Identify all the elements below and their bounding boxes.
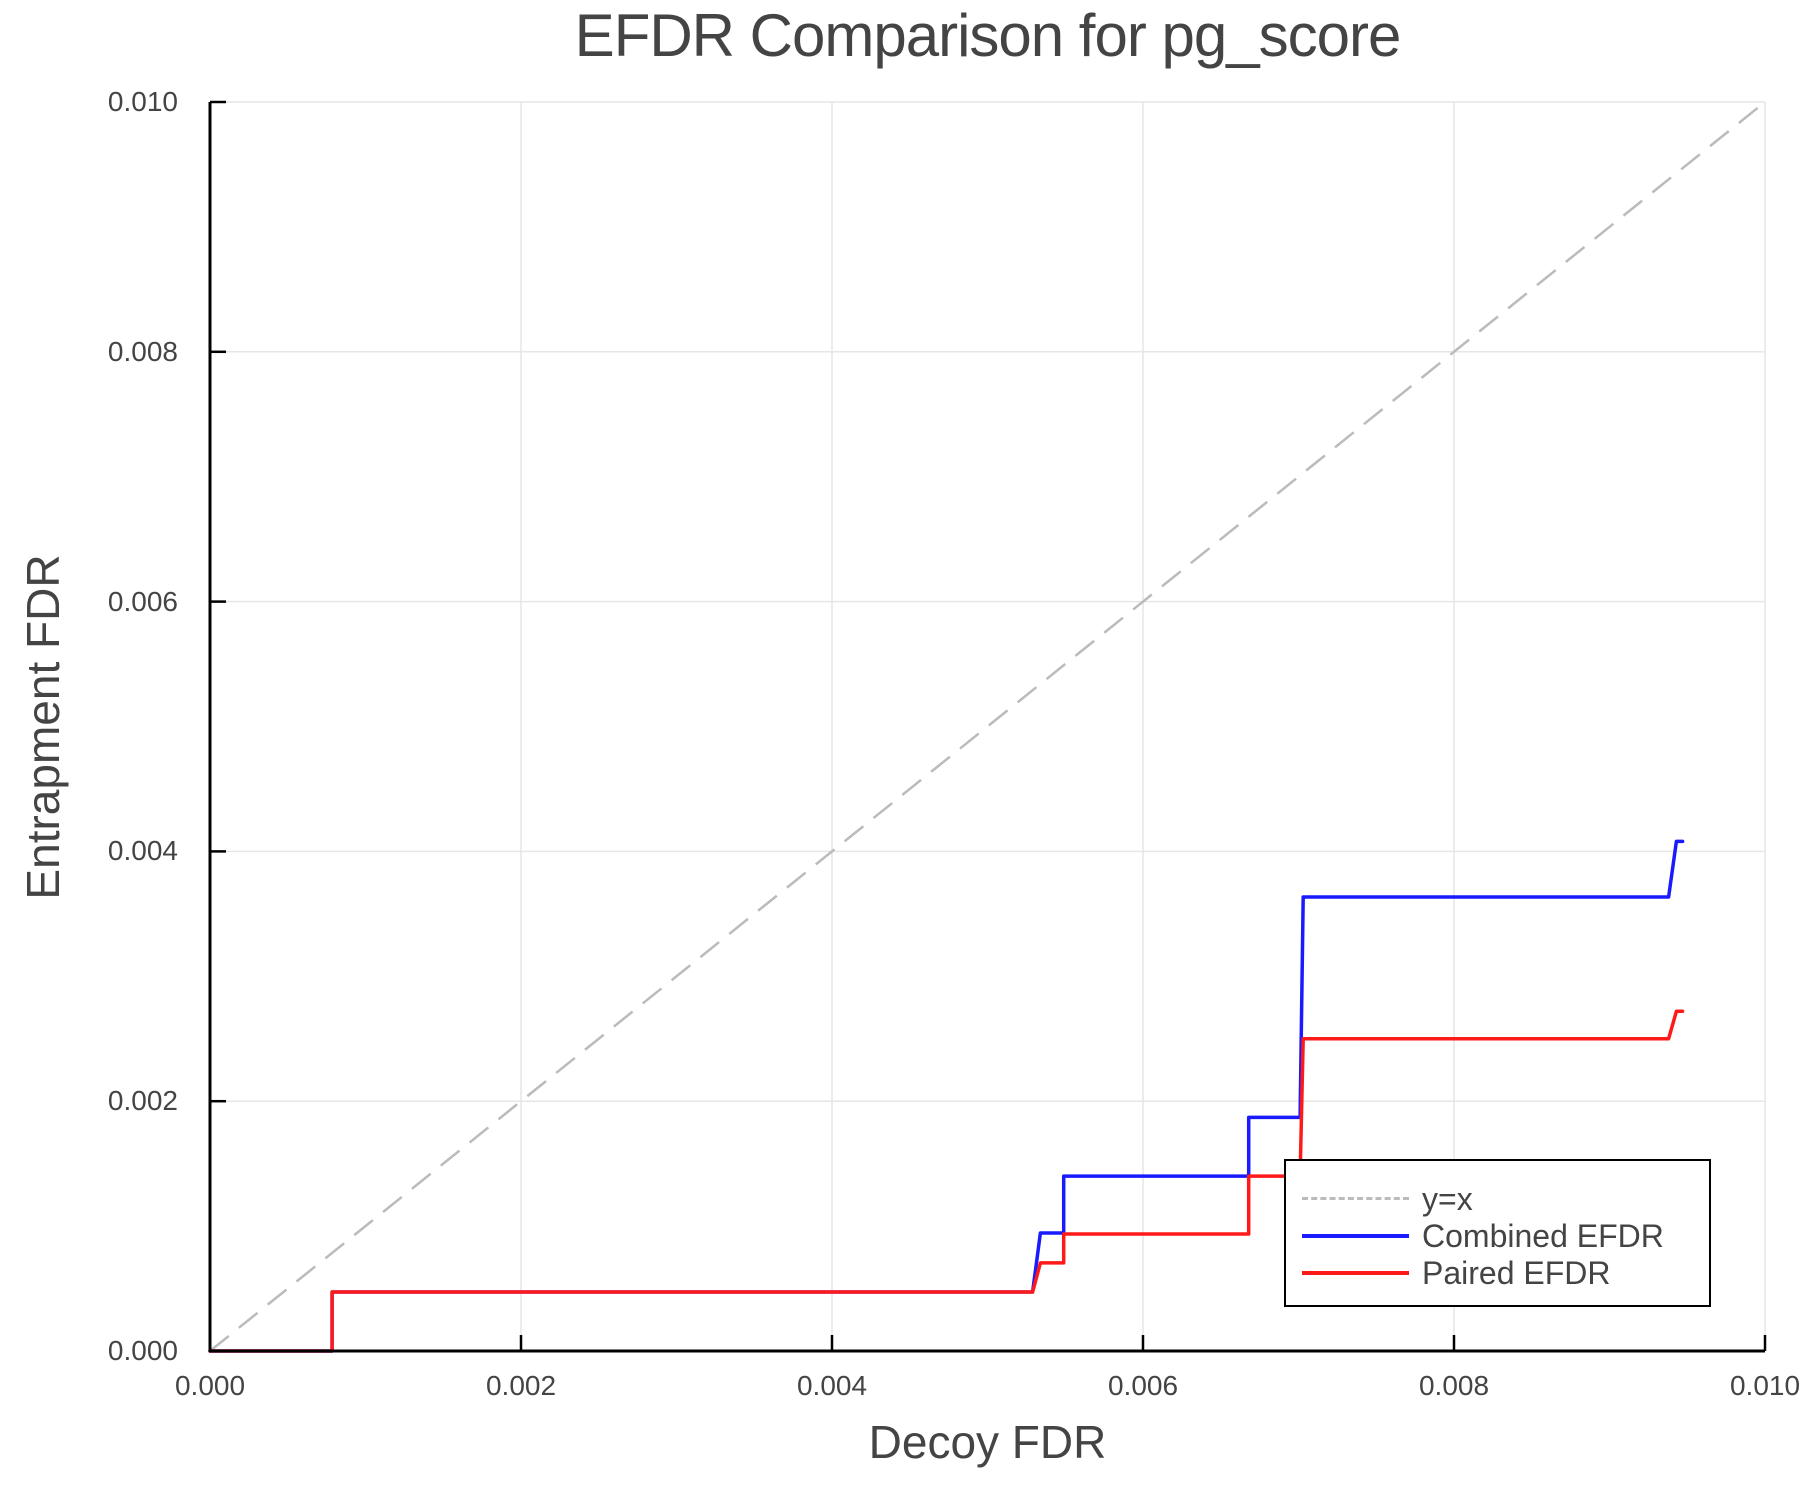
red-line-swatch-icon [1302, 1271, 1409, 1275]
x-tick-label: 0.010 [1729, 1370, 1800, 1401]
y-tick-label: 0.010 [107, 86, 178, 117]
gridlines [209, 101, 1766, 1352]
x-tick-label: 0.004 [796, 1370, 868, 1401]
legend-item-paired-efdr: Paired EFDR [1286, 1254, 1709, 1292]
x-axis-label: Decoy FDR [868, 1416, 1107, 1468]
x-tick-label: 0.002 [485, 1370, 557, 1401]
legend-item-combined-efdr: Combined EFDR [1286, 1217, 1709, 1255]
y-tick-label: 0.004 [107, 835, 178, 866]
legend-label: y=x [1422, 1181, 1473, 1217]
x-tick-label: 0.008 [1418, 1370, 1490, 1401]
legend-label: Combined EFDR [1422, 1218, 1664, 1254]
y-tick-label: 0.002 [107, 1085, 178, 1116]
axes [208, 100, 1767, 1353]
legend-item-y-equals-x: y=x [1286, 1180, 1709, 1218]
y-axis-label: Entrapment FDR [17, 554, 69, 900]
legend-label: Paired EFDR [1422, 1255, 1611, 1291]
x-tick-label: 0.006 [1107, 1370, 1179, 1401]
data-series [208, 101, 1766, 1353]
dashed-line-swatch-icon [1302, 1197, 1409, 1200]
series-line-paired-efdr [208, 1009, 1685, 1353]
x-tick-label: 0.000 [174, 1370, 246, 1401]
legend: y=x Combined EFDR Paired EFDR [1284, 1159, 1711, 1307]
blue-line-swatch-icon [1302, 1234, 1409, 1238]
y-tick-label: 0.008 [107, 336, 178, 367]
chart-title: EFDR Comparison for pg_score [574, 2, 1402, 69]
y-tick-label: 0.006 [107, 586, 178, 617]
y-tick-label: 0.000 [107, 1335, 178, 1366]
